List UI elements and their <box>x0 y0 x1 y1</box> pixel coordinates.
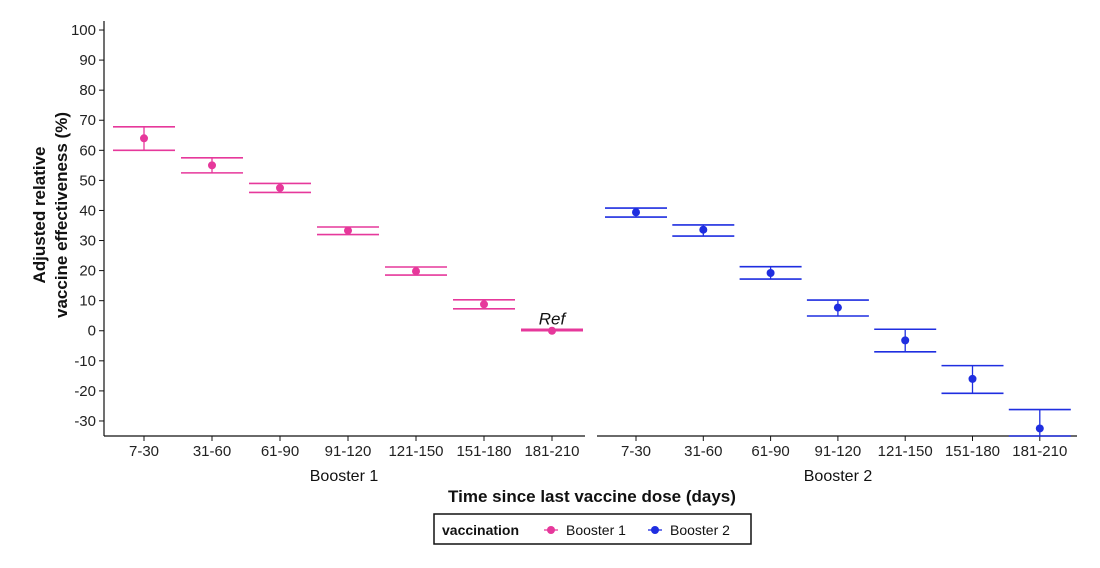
x-tick-label-booster-1: 181-210 <box>524 443 579 460</box>
x-tick-label-booster-1: 61-90 <box>261 443 299 460</box>
legend-label-booster-1: Booster 1 <box>566 522 626 538</box>
x-tick-label-booster-2: 61-90 <box>751 443 789 460</box>
legend-key-booster-2-point <box>651 526 659 534</box>
y-tick-label: -30 <box>74 413 96 430</box>
point-booster-1 <box>208 161 216 170</box>
y-tick-label: 50 <box>79 172 96 189</box>
y-tick-label: -20 <box>74 383 96 400</box>
y-tick-label: 70 <box>79 112 96 129</box>
point-booster-2 <box>901 336 910 345</box>
point-booster-2 <box>766 269 775 278</box>
x-tick-label-booster-1: 7-30 <box>129 443 159 460</box>
x-tick-label-booster-2: 151-180 <box>945 443 1000 460</box>
x-tick-label-booster-1: 151-180 <box>456 443 511 460</box>
y-tick-label: 10 <box>79 293 96 310</box>
point-booster-2 <box>632 208 640 217</box>
axes: -30 -20 -10 0 10 20 30 40 50 60 70 80 90 100 7-30 31-60… <box>71 21 1077 460</box>
y-tick-label: 0 <box>88 323 96 340</box>
y-tick-label: 100 <box>71 22 96 39</box>
x-tick-label-booster-2: 91-120 <box>815 443 862 460</box>
x-tick-label-booster-1: 91-120 <box>325 443 372 460</box>
x-tick-label-booster-1: 31-60 <box>193 443 231 460</box>
x-tick-label-booster-2: 121-150 <box>878 443 933 460</box>
point-booster-1 <box>140 134 148 143</box>
x-axis-title: Time since last vaccine dose (days) <box>448 487 736 506</box>
facet-label-booster-2: Booster 2 <box>804 468 873 485</box>
x-tick-label-booster-2: 31-60 <box>684 443 722 460</box>
y-axis-title-line-2: vaccine effectiveness (%) <box>52 112 71 318</box>
y-tick-label: -10 <box>74 353 96 370</box>
x-tick-label-booster-2: 7-30 <box>621 443 651 460</box>
ref-annotation: Ref <box>539 310 568 329</box>
point-booster-2 <box>699 225 708 234</box>
point-booster-2 <box>833 303 842 312</box>
facet-label-booster-1: Booster 1 <box>310 468 379 485</box>
y-tick-label: 90 <box>79 52 96 69</box>
point-booster-1 <box>548 326 556 335</box>
point-booster-1 <box>412 267 420 276</box>
legend-label-booster-2: Booster 2 <box>670 522 730 538</box>
point-booster-1 <box>480 300 488 309</box>
legend-title: vaccination <box>442 522 519 538</box>
y-tick-label: 40 <box>79 202 96 219</box>
x-tick-label-booster-1: 121-150 <box>388 443 443 460</box>
legend: vaccination Booster 1 Booster 2 <box>433 513 752 545</box>
y-tick-label: 30 <box>79 233 96 250</box>
x-tick-label-booster-2: 181-210 <box>1012 443 1067 460</box>
point-booster-2 <box>968 374 977 383</box>
labels: Adjusted relative vaccine effectiveness … <box>30 112 872 506</box>
legend-box <box>433 513 752 545</box>
y-tick-label: 60 <box>79 142 96 159</box>
y-tick-label: 80 <box>79 82 96 99</box>
y-axis-title-line-1: Adjusted relative <box>30 147 49 284</box>
point-booster-1 <box>344 226 352 235</box>
marks: Ref <box>113 126 1071 437</box>
y-tick-label: 20 <box>79 263 96 280</box>
point-booster-2 <box>1035 424 1044 433</box>
legend-key-booster-1-point <box>547 526 555 534</box>
point-booster-1 <box>276 183 284 192</box>
